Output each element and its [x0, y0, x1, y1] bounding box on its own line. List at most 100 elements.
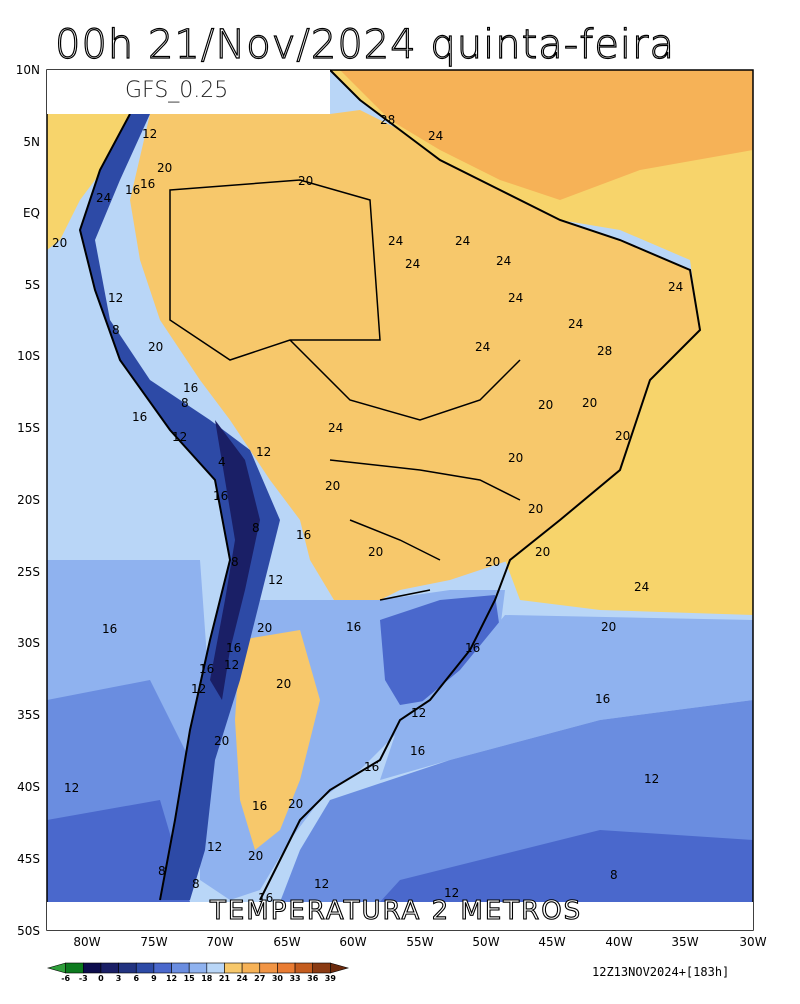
country-borders: [169, 179, 521, 601]
contour-label: 20: [148, 340, 163, 354]
contour-label: 12: [644, 772, 659, 786]
contour-label: 20: [615, 429, 630, 443]
contour-label: 12: [64, 781, 79, 795]
contour-label: 24: [455, 234, 470, 248]
contour-label: 24: [428, 129, 443, 143]
contour-label: 12: [256, 445, 271, 459]
lon-label: 30W: [739, 935, 767, 949]
contour-label: 20: [538, 398, 553, 412]
contour-label: 24: [388, 234, 403, 248]
contour-label: 24: [405, 257, 420, 271]
contour-label: 24: [508, 291, 523, 305]
continent-warm: [130, 110, 700, 610]
contour-label: 12: [191, 682, 206, 696]
contour-label: 20: [257, 621, 272, 635]
lat-label: 20S: [17, 493, 40, 507]
lat-label: EQ: [22, 206, 40, 220]
lon-label: 55W: [406, 935, 434, 949]
pacific-north-warm: [47, 114, 130, 250]
contour-label: 20: [528, 502, 543, 516]
contour-label: 12: [224, 658, 239, 672]
contour-label: 4: [218, 455, 226, 469]
contour-label: 16: [213, 489, 228, 503]
contour-label: 8: [192, 877, 200, 891]
contour-label: 24: [96, 191, 111, 205]
contour-label: 12: [314, 877, 329, 891]
lat-label: 35S: [17, 708, 40, 722]
colorbar-swatch: [312, 962, 331, 974]
contour-label: 24: [496, 254, 511, 268]
contour-label: 8: [231, 555, 239, 569]
contour-label: 12: [108, 291, 123, 305]
contour-label: 12: [411, 706, 426, 720]
colorbar-swatch: [330, 962, 350, 974]
contour-label: 24: [668, 280, 683, 294]
contour-label: 8: [181, 396, 189, 410]
lat-label: 40S: [17, 780, 40, 794]
contour-label: 20: [508, 451, 523, 465]
colorbar: [46, 962, 350, 974]
colorbar-tick-label: 39: [324, 974, 336, 983]
contour-label: 16: [258, 891, 273, 905]
contour-label: 20: [485, 555, 500, 569]
colorbar-swatch: [46, 962, 66, 974]
colorbar-swatch: [188, 962, 208, 974]
colorbar-swatch: [294, 962, 314, 974]
contour-label: 8: [112, 323, 120, 337]
colorbar-swatch: [65, 962, 84, 974]
colorbar-tick-label: -3: [78, 974, 88, 983]
lat-label: 45S: [17, 852, 40, 866]
contour-label: 28: [597, 344, 612, 358]
contour-label: 24: [328, 421, 343, 435]
variable-label-box: [47, 902, 753, 930]
contour-label: 28: [380, 113, 395, 127]
contour-label: 16: [252, 799, 267, 813]
colorbar-tick-label: 27: [254, 974, 266, 983]
colorbar-swatch: [277, 962, 296, 974]
model-label-box: [47, 70, 330, 114]
lat-label: 15S: [17, 421, 40, 435]
contour-label: 20: [214, 734, 229, 748]
contour-label: 20: [52, 236, 67, 250]
contour-label: 20: [325, 479, 340, 493]
colorbar-swatch: [153, 962, 172, 974]
map-frame: [46, 69, 754, 931]
contour-label: 16: [183, 381, 198, 395]
colorbar-tick-label: 6: [133, 974, 140, 983]
contour-label: 16: [595, 692, 610, 706]
colorbar-swatch: [135, 962, 155, 974]
lat-label: 5S: [24, 278, 40, 292]
lon-label: 70W: [206, 935, 234, 949]
colorbar-swatch: [82, 962, 102, 974]
colorbar-swatch: [100, 962, 119, 974]
colorbar-tick-label: 21: [218, 974, 231, 983]
south-interior-warm: [235, 630, 320, 850]
colorbar-tick-label: 33: [289, 974, 301, 983]
lon-label: 80W: [73, 935, 101, 949]
atlantic-orange-region: [340, 70, 753, 200]
contour-label: 8: [252, 521, 260, 535]
colorbar-swatch: [241, 962, 261, 974]
colorbar-swatch: [171, 962, 190, 974]
contour-label: 12: [444, 886, 459, 900]
colorbar-tick-label: 24: [236, 974, 248, 983]
contour-label: 20: [601, 620, 616, 634]
lat-label: 10N: [15, 63, 40, 77]
colorbar-swatch: [224, 962, 243, 974]
lon-label: 45W: [538, 935, 566, 949]
contour-label: 24: [634, 580, 649, 594]
contour-label: 20: [368, 545, 383, 559]
lon-label: 75W: [140, 935, 168, 949]
colorbar-tick-label: 36: [307, 974, 319, 983]
lat-label: 5N: [23, 135, 40, 149]
contour-label: 16: [140, 177, 155, 191]
contour-label: 20: [582, 396, 597, 410]
colorbar-tick-label: 30: [271, 974, 283, 983]
colorbar-swatch: [206, 962, 225, 974]
run-info: 12Z13NOV2024+[183h]: [592, 965, 730, 979]
contour-label: 24: [568, 317, 583, 331]
contour-label: 20: [535, 545, 550, 559]
contour-label: 16: [346, 620, 361, 634]
contour-label: 8: [158, 864, 166, 878]
